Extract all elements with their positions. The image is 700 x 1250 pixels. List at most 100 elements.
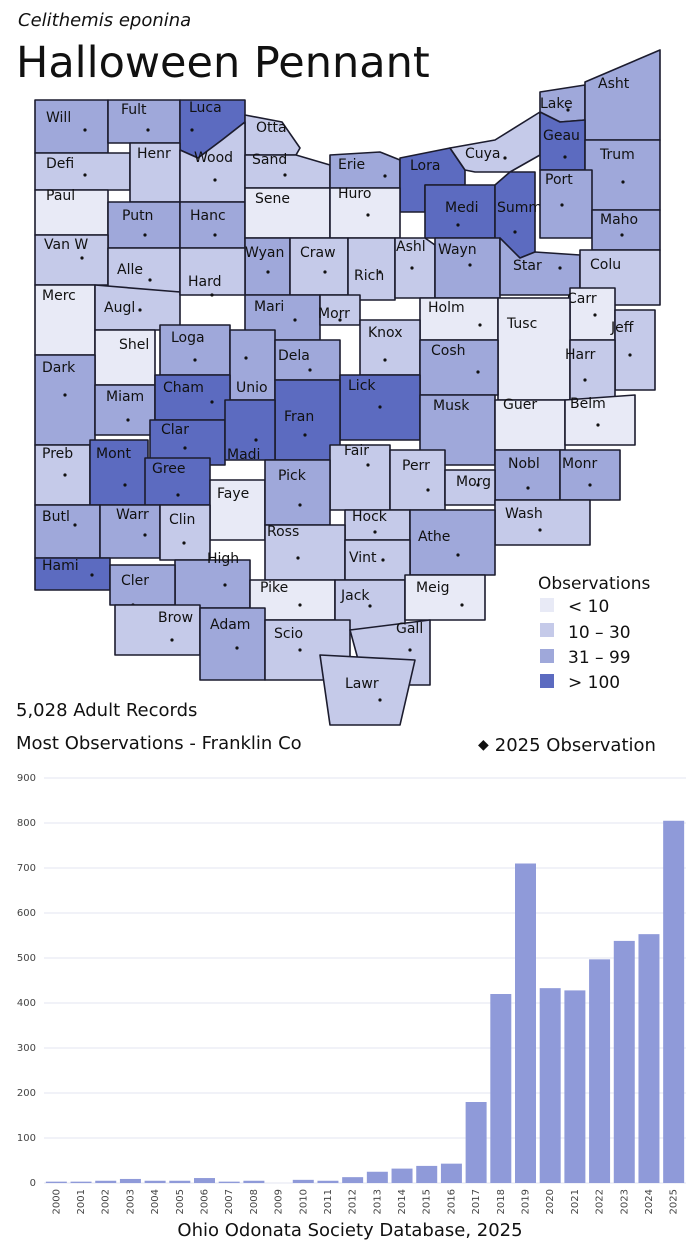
county-label: Ashl: [396, 239, 426, 255]
county-hanc: Hanc: [179, 201, 246, 249]
observation-dot: [190, 128, 194, 132]
bar-2010: [292, 1179, 314, 1183]
bar-2006: [194, 1178, 215, 1183]
county-brow: Brow: [114, 604, 201, 656]
county-high: High: [174, 551, 251, 609]
observation-dot: [176, 493, 180, 497]
x-tick-label: 2023: [619, 1189, 630, 1214]
observation-dot: [63, 393, 67, 397]
county-gree: Gree: [144, 457, 211, 506]
county-mont: Mont: [89, 439, 149, 506]
chart-x-axis: 2000 2001 2002 2003 2004 2005 2006 2007 2008 2009…: [51, 1189, 679, 1214]
county-label: Athe: [418, 529, 450, 545]
county-label: Van W: [44, 237, 88, 253]
county-vint: Vint: [344, 539, 411, 581]
county-label: Shel: [119, 337, 149, 353]
county-label: Madi: [227, 447, 260, 463]
county-ashl: Ashl: [394, 237, 436, 299]
observation-dot: [381, 558, 385, 562]
county-lake: Lake: [539, 84, 586, 123]
legend-label-31-99: 31 – 99: [568, 648, 631, 668]
county-madi: Madi: [224, 399, 276, 463]
county-luca: Luca: [179, 99, 246, 159]
county-label: Belm: [570, 396, 606, 412]
county-monr: Monr: [559, 449, 621, 501]
county-butl: Butl: [34, 504, 101, 559]
county-cosh: Cosh: [419, 339, 499, 396]
county-label: Summ: [497, 200, 542, 216]
observation-dot: [478, 323, 482, 327]
county-shape: [319, 654, 416, 726]
county-perr: Perr: [389, 449, 446, 511]
county-lawr: Lawr: [319, 654, 416, 726]
legend-swatch-10-30: [540, 623, 554, 637]
county-fult: Fult: [107, 99, 181, 144]
observation-dot: [80, 256, 84, 260]
county-port: Port: [539, 169, 593, 239]
county-sand: Sand: [244, 152, 331, 189]
observation-dot: [254, 438, 258, 442]
county-label: Faye: [217, 486, 249, 502]
observation-dot: [235, 646, 239, 650]
county-carr: Carr: [567, 287, 616, 341]
county-adam: Adam: [199, 607, 266, 681]
county-label: Huro: [338, 186, 371, 202]
county-loga: Loga: [159, 324, 231, 376]
observation-dot: [476, 370, 480, 374]
observation-dot: [410, 266, 414, 270]
bar-2011: [317, 1180, 339, 1183]
county-henr: Henr: [129, 142, 181, 203]
county-sene: Sene: [244, 187, 331, 239]
x-tick-label: 2003: [125, 1189, 136, 1214]
observation-dot: [83, 173, 87, 177]
county-label: Cuya: [465, 146, 501, 162]
bar-2014: [391, 1168, 413, 1183]
county-asht: Asht: [584, 49, 661, 141]
x-tick-label: 2007: [224, 1189, 235, 1214]
county-cham: Cham: [154, 374, 231, 421]
county-label: Star: [513, 258, 542, 274]
county-label: Erie: [338, 157, 365, 173]
county-putn: Putn: [107, 201, 181, 249]
x-tick-label: 2008: [249, 1189, 260, 1214]
county-label: Alle: [117, 262, 143, 278]
x-tick-label: 2005: [175, 1189, 186, 1214]
observation-dot: [596, 423, 600, 427]
chart-y-axis: 0 100 200 300 400 500 600 700 800 900: [17, 773, 36, 1189]
county-wood: Wood: [179, 121, 246, 203]
observation-dot: [476, 483, 480, 487]
observation-dot: [138, 308, 142, 312]
x-tick-label: 2025: [669, 1189, 680, 1214]
county-label: Loga: [171, 330, 205, 346]
county-label: Hard: [188, 274, 222, 290]
county-faye: Faye: [209, 479, 266, 541]
county-label: Guer: [503, 397, 537, 413]
county-harr: Harr: [565, 339, 616, 401]
county-label: Knox: [368, 325, 402, 341]
bar-2016: [440, 1163, 462, 1183]
observation-dot: [408, 648, 412, 652]
bar-2003: [119, 1178, 141, 1183]
observation-dot: [628, 353, 632, 357]
county-label: Clar: [161, 422, 189, 438]
bar-2015: [416, 1165, 438, 1183]
y-tick-label: 500: [17, 953, 36, 964]
county-hard: Hard: [179, 247, 246, 297]
county-paul: Paul: [34, 188, 109, 236]
bar-2007: [218, 1181, 240, 1183]
county-label: Pike: [260, 580, 288, 596]
county-label: Vint: [349, 550, 377, 566]
observation-dot: [538, 528, 542, 532]
county-merc: Merc: [34, 284, 96, 356]
county-label: Colu: [590, 257, 621, 273]
county-layer: Will Fult Luca Otta Lake Asht Defi Henr Wood Sand…: [34, 49, 661, 726]
observation-dot: [323, 270, 327, 274]
observation-dot: [170, 638, 174, 642]
observation-dot: [223, 583, 227, 587]
observation-marker-label: 2025 Observation: [494, 735, 656, 756]
x-tick-label: 2021: [570, 1189, 581, 1214]
county-label: Adam: [210, 617, 250, 633]
county-pick: Pick: [264, 459, 331, 526]
county-label: Brow: [158, 610, 193, 626]
observation-dot: [298, 648, 302, 652]
